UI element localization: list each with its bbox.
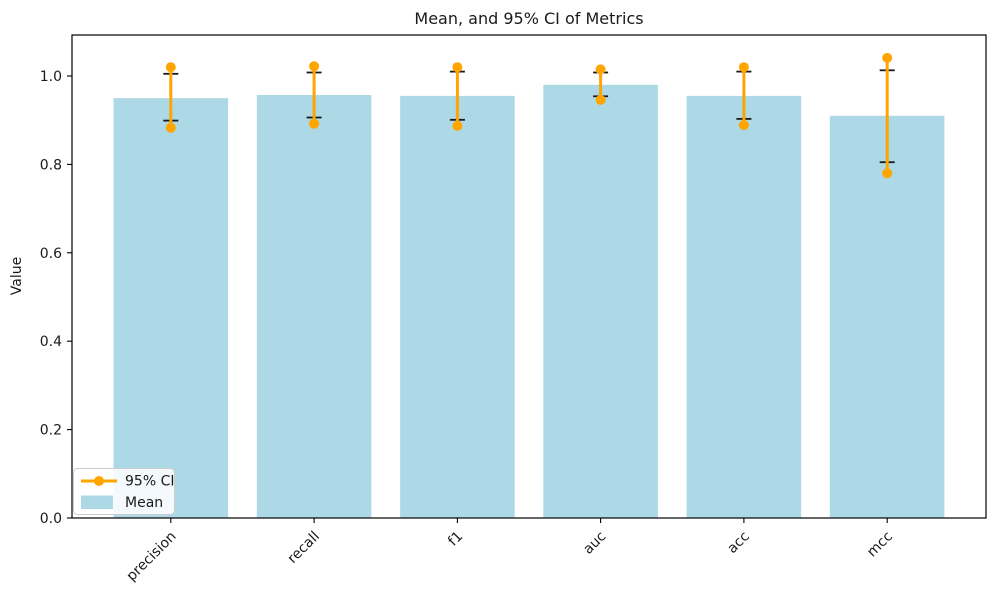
y-tick-label: 0.2 (40, 423, 62, 439)
bar-recall (256, 95, 372, 518)
y-tick-label: 0.4 (40, 334, 62, 350)
y-tick-label: 0.6 (40, 246, 62, 262)
x-tick-label-auc: auc (580, 529, 609, 558)
ci-dot-low-f1 (452, 120, 463, 131)
axes-group (67, 34, 987, 523)
x-tick-label-f1: f1 (445, 529, 466, 550)
x-tick-label-recall: recall (285, 529, 323, 567)
y-tick-label: 1.0 (40, 69, 62, 85)
y-tick-label: 0.0 (40, 511, 62, 527)
x-tick-label-mcc: mcc (864, 529, 896, 561)
ci-dot-high-recall (309, 61, 320, 72)
y-tick-label: 0.8 (40, 157, 62, 173)
ci-dot-high-acc (738, 62, 749, 73)
x-tick-label-acc: acc (724, 529, 752, 557)
bars-group (113, 84, 945, 519)
legend-mean-patch-icon (81, 495, 113, 509)
y-tick-labels-group: 0.0 0.2 0.4 0.6 0.8 1.0 (40, 69, 62, 527)
plot-box-spines (71, 34, 987, 519)
legend-label-mean: Mean (125, 495, 163, 511)
ci-lines-group (165, 52, 893, 179)
ci-dot-low-auc (595, 94, 606, 105)
ci-dot-low-recall (309, 118, 320, 129)
legend-ci-dot-icon (94, 476, 104, 486)
legend-label-ci: 95% CI (125, 474, 174, 490)
ci-dot-low-mcc (882, 168, 893, 179)
bar-precision (113, 98, 229, 518)
bar-auc (543, 84, 658, 519)
y-axis-label: Value (9, 257, 25, 295)
ci-dot-high-auc (595, 64, 606, 75)
ci-dot-low-precision (165, 122, 176, 133)
ci-dot-high-mcc (882, 52, 893, 63)
ci-dot-low-acc (738, 120, 749, 131)
ci-dot-high-f1 (452, 62, 463, 73)
legend: 95% CI Mean (73, 468, 175, 515)
bar-mcc (829, 115, 945, 519)
x-tick-labels-group: precision recall f1 auc acc mcc (124, 529, 896, 585)
x-tick-label-precision: precision (124, 529, 180, 585)
ci-dot-high-precision (165, 62, 176, 73)
bar-f1 (400, 95, 515, 519)
bar-acc (686, 95, 802, 519)
chart-title: Mean, and 95% CI of Metrics (414, 9, 643, 28)
